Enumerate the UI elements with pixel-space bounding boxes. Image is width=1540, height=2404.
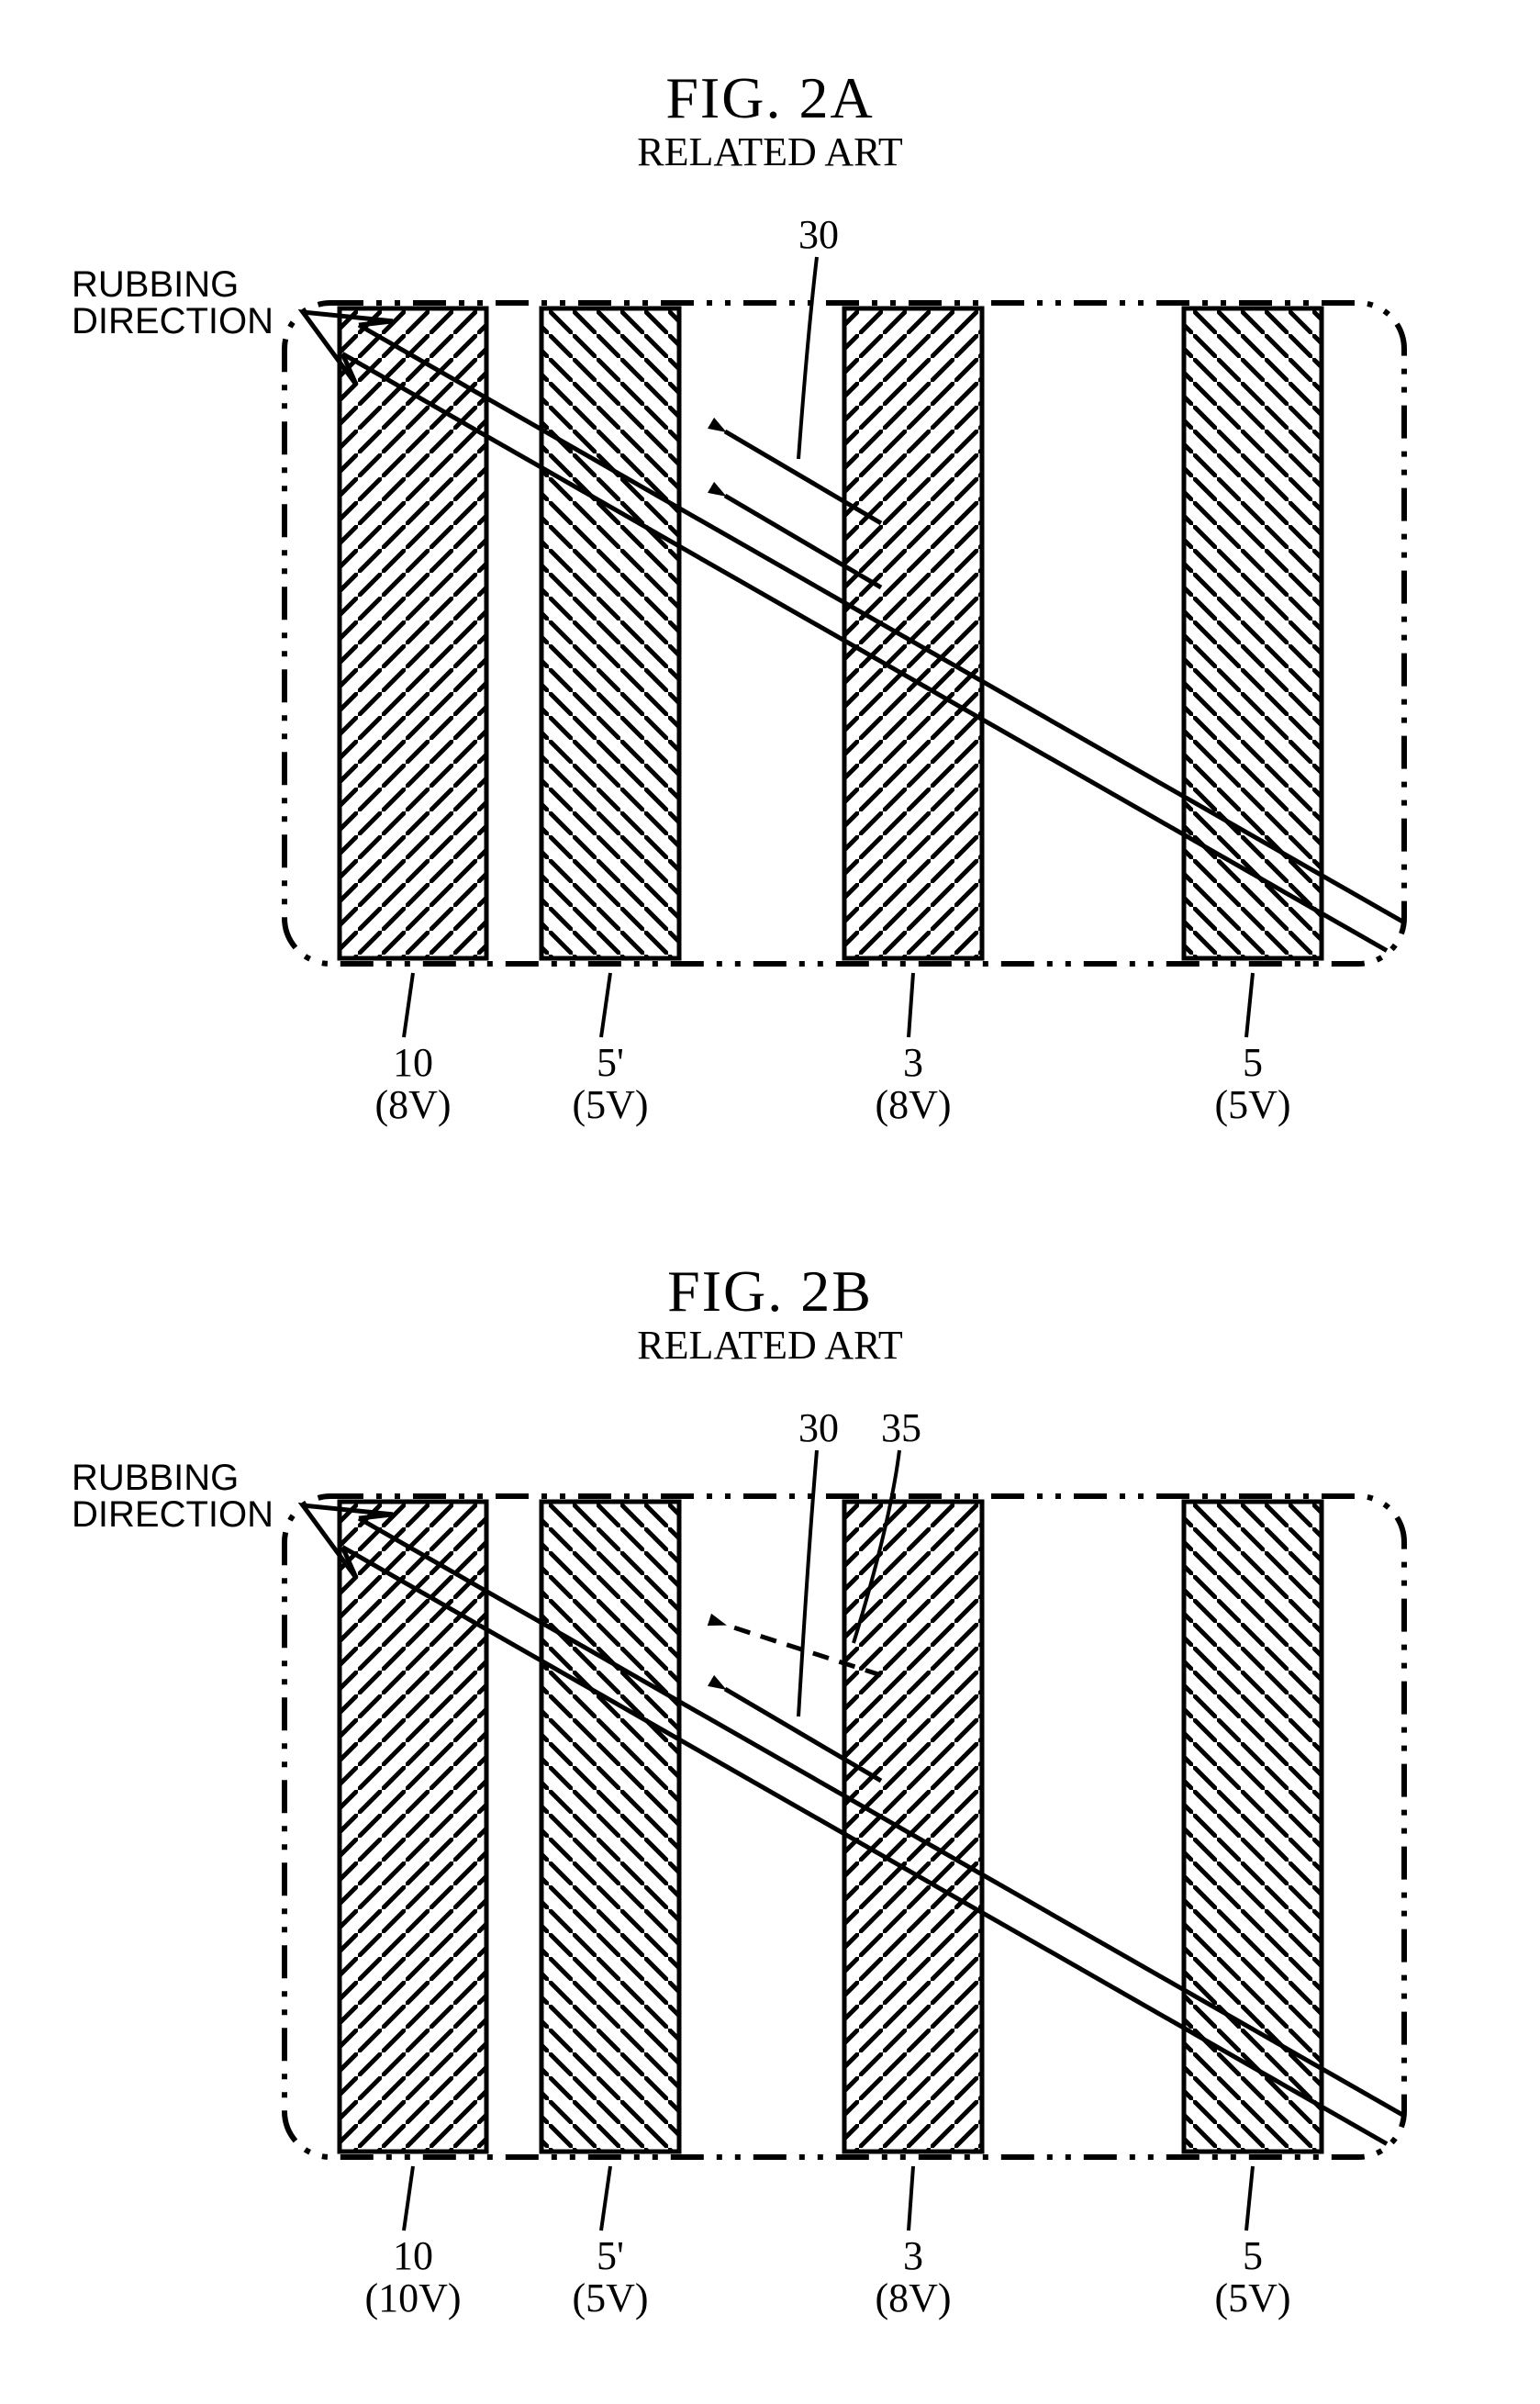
callout-label: 30 bbox=[798, 1404, 839, 1451]
bar-label: 5'(5V) bbox=[555, 1042, 665, 1126]
bar-label: 10(10V) bbox=[358, 2235, 468, 2320]
bar-label: 3(8V) bbox=[858, 1042, 968, 1126]
page: FIG. 2A RELATED ART RUBBING DIRECTION FI… bbox=[0, 0, 1540, 2404]
bar-label: 5(5V) bbox=[1198, 2235, 1308, 2320]
callout-label: 35 bbox=[881, 1404, 921, 1451]
bar-label: 5'(5V) bbox=[555, 2235, 665, 2320]
callout-label: 30 bbox=[798, 211, 839, 258]
bar-label: 10(8V) bbox=[358, 1042, 468, 1126]
diagram-canvas bbox=[0, 0, 1540, 2404]
bar-label: 5(5V) bbox=[1198, 1042, 1308, 1126]
bar-label: 3(8V) bbox=[858, 2235, 968, 2320]
